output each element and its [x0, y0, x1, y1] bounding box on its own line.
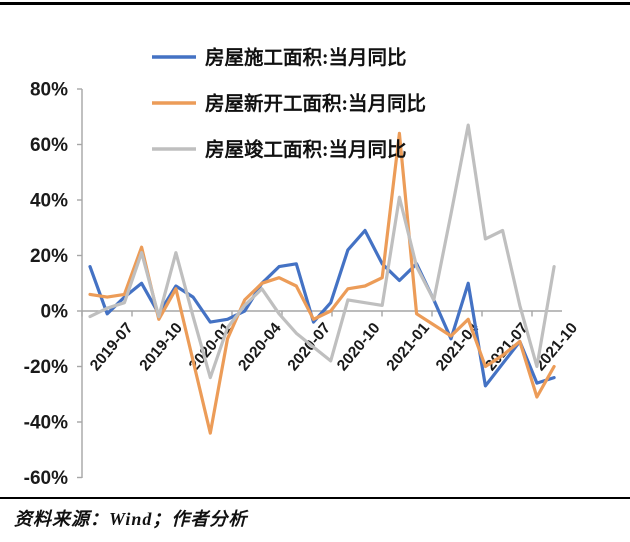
bottom-divider-line: [0, 497, 630, 499]
chart-canvas: 80% 60% 40% 20% 0% -20% -40% -60% 2019-07 2019-10…: [24, 46, 582, 489]
series-line-2: [88, 123, 556, 380]
y-tick-label: 20%: [30, 246, 68, 267]
legend-label-1: 房屋新开工面积:当月同比: [205, 92, 426, 115]
y-tick-label: -20%: [24, 357, 68, 378]
y-tick-label: -60%: [24, 468, 68, 489]
series-line-0: [88, 228, 556, 388]
y-tick-label: -40%: [24, 413, 68, 434]
y-tick-label: 0%: [41, 302, 69, 323]
legend-label-0: 房屋施工面积:当月同比: [205, 46, 407, 69]
top-divider-line: [0, 2, 630, 5]
line-chart: 80% 60% 40% 20% 0% -20% -40% -60% 2019-07 2019-10…: [0, 6, 630, 496]
x-tick-label: 2021-01: [383, 319, 433, 374]
x-tick-label: 2019-07: [87, 320, 137, 375]
source-note: 资料来源：Wind；作者分析: [14, 509, 248, 529]
x-tick-label: 2021-07: [482, 320, 532, 375]
x-tick-label: 2020-04: [235, 319, 285, 374]
x-tick-label: 2019-10: [136, 320, 186, 375]
y-tick-label: 80%: [30, 80, 68, 101]
legend-label-2: 房屋竣工面积:当月同比: [205, 138, 407, 161]
y-tick-label: 40%: [30, 191, 68, 212]
series-line-1: [88, 131, 556, 435]
y-tick-label: 60%: [30, 135, 68, 156]
